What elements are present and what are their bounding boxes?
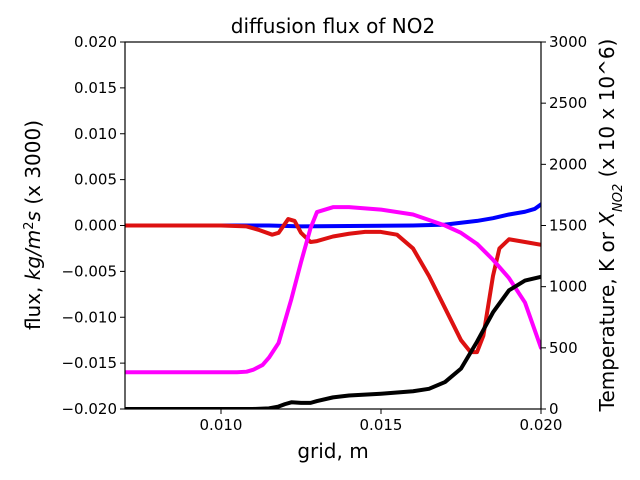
chart-title: diffusion flux of NO2 (231, 14, 435, 38)
x-axis-label: grid, m (297, 439, 368, 463)
y-left-tick-label: −0.010 (61, 308, 117, 326)
y-right-tick-label: 500 (549, 339, 578, 357)
series-layer (125, 202, 541, 409)
y-left-label-s: s (21, 211, 45, 221)
y-left-tick-label: 0.020 (74, 33, 117, 51)
y-left-tick-label: −0.015 (61, 354, 117, 372)
y-right-tick-label: 2500 (549, 94, 587, 112)
y-axis-right-ticks: 3000 2500 2000 1500 1000 500 0 (541, 33, 587, 418)
x-tick-label: 0.020 (520, 416, 563, 434)
y-left-label-superscript: 2 (22, 221, 37, 229)
y-right-tick-label: 2000 (549, 155, 587, 173)
y-right-label-prefix: Temperature, K or (595, 226, 619, 413)
y-left-tick-label: 0.005 (74, 171, 117, 189)
y-right-tick-label: 3000 (549, 33, 587, 51)
x-axis-ticks: 0.010 0.015 0.020 (200, 409, 563, 434)
y-axis-right-label: Temperature, K or XNO2 (x 10 x 10^6) (595, 39, 626, 413)
series-line-3 (125, 205, 541, 375)
y-right-tick-label: 0 (549, 400, 559, 418)
y-left-label-suffix: (x 3000) (21, 120, 45, 211)
series-line-2 (125, 217, 541, 355)
y-left-tick-label: −0.020 (61, 400, 117, 418)
y-right-label-x: X (595, 211, 619, 227)
series-line-4 (125, 274, 541, 409)
x-tick-label: 0.015 (360, 416, 403, 434)
y-right-label-subscript: NO2 (611, 184, 626, 212)
series-line-1 (125, 202, 541, 229)
y-left-tick-label: 0.015 (74, 79, 117, 97)
y-left-label-unit: kg/m (21, 230, 45, 281)
y-axis-left-ticks: 0.020 0.015 0.010 0.005 0.000 −0.005 −0.010 −0.… (61, 33, 125, 418)
y-left-tick-label: 0.010 (74, 125, 117, 143)
x-tick-label: 0.010 (200, 416, 243, 434)
y-axis-left-label: flux, kg/m2s (x 3000) (21, 120, 45, 330)
y-right-tick-label: 1500 (549, 217, 587, 235)
y-right-tick-label: 1000 (549, 278, 587, 296)
y-right-label-suffix: (x 10 x 10^6) (595, 39, 619, 184)
y-left-label-prefix: flux, (21, 280, 45, 330)
y-left-tick-label: −0.005 (61, 262, 117, 280)
y-left-tick-label: 0.000 (74, 217, 117, 235)
